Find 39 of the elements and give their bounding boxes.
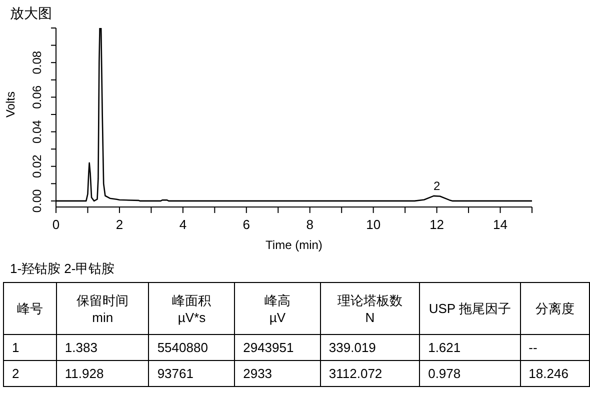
text: 保留时间 min [56,282,149,334]
x-tick-label: 2 [116,217,124,232]
text: 3112.072 [320,360,420,386]
y-axis-title: Volts [3,91,18,118]
x-tick-label: 0 [52,217,60,232]
text: 峰号 [4,282,56,334]
text: USP 拖尾因子 [420,282,520,334]
y-tick-label: 0.04 [30,120,44,144]
y-tick-label: 0.00 [30,188,44,213]
y-tick-label: 0.02 [30,154,44,178]
y-tick-label: 0.06 [30,85,44,109]
text: 93761 [148,360,235,386]
x-axis-title: Time (min) [266,238,322,252]
text: 1 [4,334,56,360]
y-tick-label: 0.08 [30,50,44,74]
text: 0.978 [420,360,520,386]
text: 分离度 [520,282,590,334]
text: -- [520,334,590,360]
x-tick-label: 12 [430,217,444,232]
text: 1.383 [56,334,149,360]
text: 5540880 [148,334,235,360]
chart-title: 放大图 [10,5,52,23]
text: 理论塔板数 N [320,282,420,334]
text: 11.928 [56,360,149,386]
text: 2943951 [234,334,320,360]
text: 1.621 [420,334,520,360]
x-tick-label: 8 [306,217,314,232]
text: 2 [4,360,56,386]
x-tick-label: 6 [242,217,250,232]
text: 18.246 [520,360,590,386]
text: 2933 [234,360,320,386]
text: 峰面积 µV*s [148,282,235,334]
text: 1-羟钴胺 2-甲钴胺 [10,260,115,278]
x-tick-label: 14 [493,217,508,232]
x-tick-label: 4 [179,217,187,232]
text: 峰高 µV [234,282,320,334]
text: 339.019 [320,334,420,360]
annotation: 2 [433,178,440,193]
x-tick-label: 10 [366,217,381,232]
